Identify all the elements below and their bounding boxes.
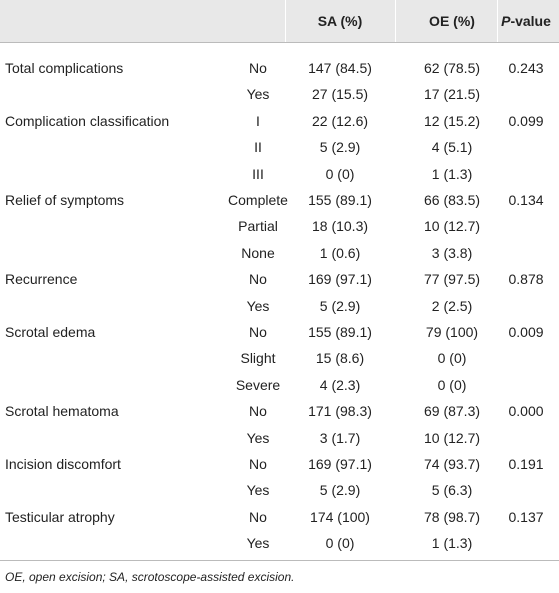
group-label: Recurrence <box>5 271 78 288</box>
group-label: Scrotal hematoma <box>5 403 119 420</box>
p-value: 0.137 <box>508 508 544 525</box>
oe-value: 3 (3.8) <box>431 244 473 261</box>
sa-value: 0 (0) <box>325 535 355 552</box>
oe-value: 78 (98.7) <box>423 508 481 525</box>
oe-value: 74 (93.7) <box>423 456 481 472</box>
column-divider <box>285 0 286 42</box>
sa-value: 155 (89.1) <box>308 192 372 208</box>
oe-value: 79 (100) <box>425 324 479 340</box>
oe-value: 4 (5.1) <box>431 139 473 156</box>
oe-value: 12 (15.2) <box>423 112 481 129</box>
p-value: 0.099 <box>508 112 544 129</box>
sa-value: 0 (0) <box>325 165 355 182</box>
sa-value: 27 (15.5) <box>311 86 369 103</box>
level: Yes <box>246 482 270 499</box>
header-text: -value <box>510 13 551 29</box>
level: None <box>241 244 275 261</box>
sa-value: 18 (10.3) <box>311 218 369 235</box>
level: Yes <box>246 429 270 446</box>
group-label: Scrotal edema <box>5 324 96 340</box>
oe-value: 0 (0) <box>437 376 467 393</box>
level: II <box>254 139 262 156</box>
header-italic: P <box>501 13 511 29</box>
group-label: Total complications <box>5 60 124 76</box>
p-value: 0.009 <box>508 324 544 340</box>
level: Complete <box>228 192 288 208</box>
sa-value: 169 (97.1) <box>308 456 372 472</box>
level: I <box>256 112 260 129</box>
sa-value: 5 (2.9) <box>319 297 361 314</box>
sa-value: 22 (12.6) <box>311 112 369 129</box>
header-rule <box>0 42 559 43</box>
sa-value: 171 (98.3) <box>308 403 372 420</box>
oe-value: 66 (83.5) <box>423 192 481 208</box>
p-value: 0.000 <box>508 403 544 420</box>
sa-value: 147 (84.5) <box>308 60 372 76</box>
sa-value: 169 (97.1) <box>308 271 372 288</box>
header-cell: P-value <box>501 13 551 29</box>
level: No <box>249 60 267 76</box>
sa-value: 5 (2.9) <box>319 139 361 156</box>
oe-value: 1 (1.3) <box>431 165 473 182</box>
level: Severe <box>235 376 281 393</box>
sa-value: 174 (100) <box>310 508 370 525</box>
sa-value: 155 (89.1) <box>308 324 372 340</box>
level: Yes <box>246 297 270 314</box>
p-value: 0.134 <box>508 192 544 208</box>
oe-value: 17 (21.5) <box>423 86 481 103</box>
p-value: 0.243 <box>508 60 544 76</box>
column-divider <box>395 0 396 42</box>
oe-value: 62 (78.5) <box>423 60 481 76</box>
p-value: 0.878 <box>508 271 544 288</box>
sa-value: 1 (0.6) <box>319 244 361 261</box>
footnote: OE, open excision; SA, scrotoscope-assis… <box>5 570 295 584</box>
sa-value: 4 (2.3) <box>319 376 361 393</box>
sa-value: 15 (8.6) <box>315 350 365 367</box>
bottom-rule <box>0 560 559 561</box>
column-divider <box>497 0 498 42</box>
group-label: Complication classification <box>5 112 170 129</box>
level: Yes <box>246 86 270 103</box>
header-cell: SA (%) <box>317 13 363 29</box>
oe-value: 0 (0) <box>437 350 467 367</box>
level: Yes <box>246 535 270 552</box>
level: III <box>252 165 264 182</box>
level: Partial <box>238 218 278 235</box>
oe-value: 10 (12.7) <box>423 429 481 446</box>
level: No <box>249 324 267 340</box>
group-label: Testicular atrophy <box>5 508 115 525</box>
oe-value: 77 (97.5) <box>423 271 481 288</box>
group-label: Relief of symptoms <box>5 192 125 208</box>
header-background <box>0 0 559 42</box>
oe-value: 10 (12.7) <box>423 218 481 235</box>
sa-value: 3 (1.7) <box>319 429 361 446</box>
oe-value: 5 (6.3) <box>431 482 473 499</box>
sa-value: 5 (2.9) <box>319 482 361 499</box>
p-value: 0.191 <box>508 456 544 472</box>
oe-value: 2 (2.5) <box>431 297 473 314</box>
level: No <box>249 403 267 420</box>
oe-value: 1 (1.3) <box>431 535 473 552</box>
level: No <box>249 456 267 472</box>
level: No <box>249 508 267 525</box>
group-label: Incision discomfort <box>5 456 121 472</box>
header-cell: OE (%) <box>429 13 475 29</box>
level: Slight <box>240 350 276 367</box>
level: No <box>249 271 267 288</box>
oe-value: 69 (87.3) <box>423 403 481 420</box>
